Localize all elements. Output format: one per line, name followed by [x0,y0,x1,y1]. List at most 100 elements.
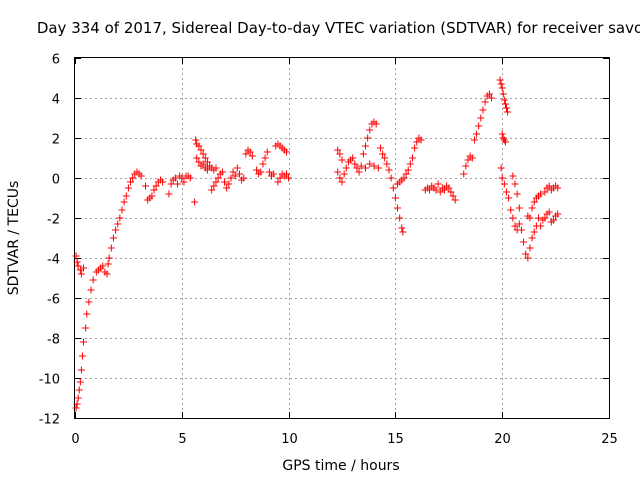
data-point [426,186,434,194]
data-point [396,214,404,222]
data-point [549,216,557,224]
data-point [74,262,82,270]
plot-area-border [74,57,610,419]
x-tick-label: 15 [387,432,404,447]
data-point [336,174,344,182]
data-point [451,196,459,204]
data-point [201,154,209,162]
data-point [399,228,407,236]
data-point [361,142,369,150]
data-point [355,168,363,176]
data-point [385,166,393,174]
data-point [195,158,203,166]
data-point [502,104,510,112]
data-point [285,174,293,182]
data-point [227,174,235,182]
data-point [240,174,248,182]
data-point [379,150,387,158]
data-point [432,186,440,194]
data-point [203,166,211,174]
grid-lines [75,58,609,418]
data-point [470,136,478,144]
data-point [212,164,220,172]
data-point [464,156,472,164]
data-point [248,152,256,160]
data-point [122,192,130,200]
data-point [336,150,344,158]
data-point [411,144,419,152]
data-point [141,182,149,190]
data-point [214,174,222,182]
data-point [192,136,200,144]
data-point [148,192,156,200]
y-tick-label: 4 [52,93,60,108]
data-point [137,172,145,180]
data-point [499,90,507,98]
data-point [221,178,229,186]
data-point [545,182,553,190]
axis-ticks [75,58,610,419]
data-point [340,170,348,178]
data-point [498,174,506,182]
data-point [460,170,468,178]
data-point [195,142,203,150]
data-point [526,244,534,252]
data-point [116,214,124,222]
data-point [150,186,158,194]
data-point [104,260,112,268]
data-point [413,138,421,146]
data-point [449,192,457,200]
data-point [398,224,406,232]
data-point [270,170,278,178]
data-point [75,386,83,394]
data-point [171,174,179,182]
data-point [191,198,199,206]
data-point [507,206,515,214]
data-point [107,244,115,252]
y-tick-label: 6 [52,53,60,68]
data-point [477,114,485,122]
data-point [554,210,562,218]
y-tick-label: -4 [47,253,60,268]
data-point [233,164,241,172]
data-point [167,180,175,188]
data-point [376,144,384,152]
data-point [357,162,365,170]
data-point [353,164,361,172]
data-point [74,394,82,402]
data-point [114,220,122,228]
data-point [242,150,250,158]
data-point [496,76,504,84]
data-point [541,188,549,196]
data-point [203,158,211,166]
x-axis-label: GPS time / hours [282,458,399,474]
data-point [174,180,182,188]
data-point [159,178,167,186]
data-point [282,170,290,178]
data-point [509,172,517,180]
data-point [127,178,135,186]
data-point [502,188,510,196]
data-point [404,166,412,174]
data-point [105,254,113,262]
data-point [473,130,481,138]
data-point [504,108,512,116]
x-axis-tick-labels: 0 5 10 15 20 25 [71,432,617,447]
data-point [402,170,410,178]
data-point [197,146,205,154]
data-point [501,100,509,108]
data-point [468,154,476,162]
data-point [475,122,483,130]
data-point [500,180,508,188]
data-point [253,166,261,174]
data-point [165,190,173,198]
chart-title: Day 334 of 2017, Sidereal Day-to-day VTE… [37,19,640,37]
data-point [434,180,442,188]
y-tick-label: -6 [47,293,60,308]
data-point [261,154,269,162]
data-point [259,160,267,168]
data-point [82,324,90,332]
data-point [210,182,218,190]
data-point [103,270,111,278]
